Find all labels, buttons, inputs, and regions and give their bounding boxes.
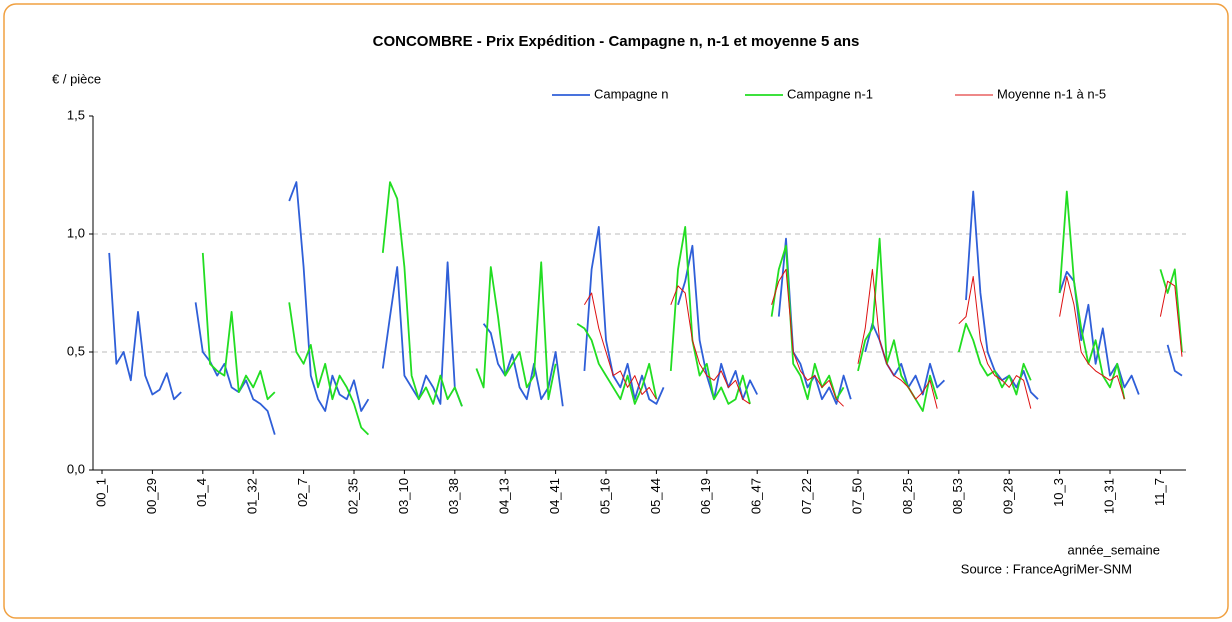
x-tick-label: 07_50 [849, 478, 864, 514]
x-tick-label: 02_35 [345, 478, 360, 514]
x-tick-label: 10_31 [1101, 478, 1116, 514]
source: Source : FranceAgriMer-SNM [961, 561, 1132, 576]
legend-label: Campagne n-1 [787, 86, 873, 101]
x-tick-label: 10_3 [1051, 478, 1066, 507]
x-tick-label: 00_29 [144, 478, 159, 514]
legend-label: Moyenne n-1 à n-5 [997, 86, 1106, 101]
x-tick-label: 05_16 [597, 478, 612, 514]
x-tick-label: 11_7 [1152, 478, 1167, 506]
x-tick-label: 01_32 [245, 478, 260, 514]
chart-title: CONCOMBRE - Prix Expédition - Campagne n… [373, 33, 860, 50]
x-tick-label: 03_10 [396, 478, 411, 514]
y-axis-label: € / pièce [52, 71, 101, 86]
series-line [201, 181, 1183, 436]
x-tick-label: 03_38 [446, 478, 461, 514]
y-tick-label: 1,5 [67, 107, 85, 122]
x-tick-label: 04_13 [497, 478, 512, 514]
x-axis-label: année_semaine [1067, 542, 1160, 557]
y-tick-label: 0,0 [67, 461, 85, 476]
x-tick-label: 01_4 [194, 478, 209, 507]
x-tick-label: 08_53 [950, 478, 965, 514]
y-tick-label: 1,0 [67, 225, 85, 240]
series-line [583, 268, 1183, 409]
legend-label: Campagne n [594, 86, 668, 101]
x-tick-label: 04_41 [547, 478, 562, 514]
x-tick-label: 05_44 [648, 478, 663, 514]
x-tick-label: 09_28 [1001, 478, 1016, 514]
x-tick-label: 02_7 [295, 478, 310, 507]
x-tick-label: 06_19 [698, 478, 713, 514]
x-tick-label: 00_1 [93, 478, 108, 507]
frame [3, 3, 1229, 619]
y-tick-label: 0,5 [67, 343, 85, 358]
x-tick-label: 07_22 [799, 478, 814, 514]
x-tick-label: 08_25 [900, 478, 915, 514]
x-tick-label: 06_47 [749, 478, 764, 514]
